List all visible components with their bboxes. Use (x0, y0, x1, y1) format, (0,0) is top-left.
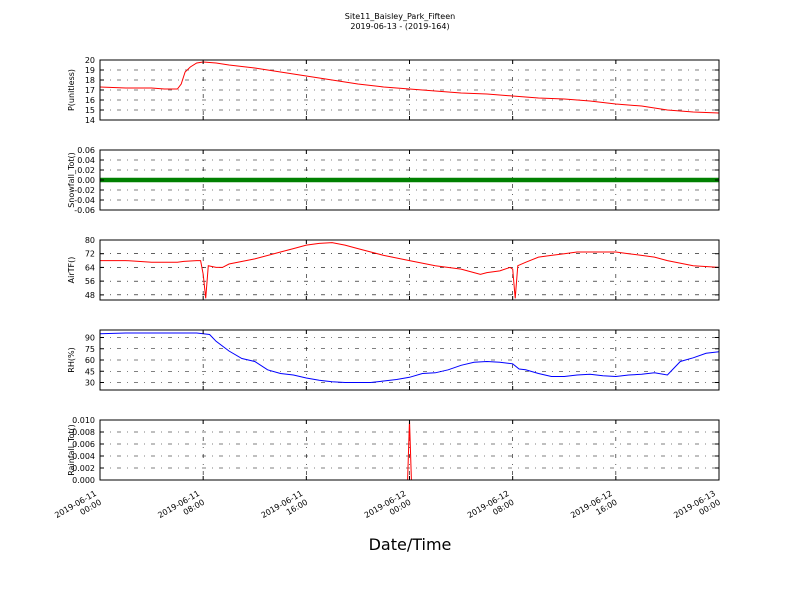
y-tick-label: 19 (85, 66, 95, 75)
y-axis-label: Snowfall_Tot() (67, 152, 76, 208)
series-rh (99, 332, 720, 383)
series-p (99, 61, 720, 114)
y-tick-label: -0.04 (74, 196, 95, 205)
x-tick-label: 2019-06-1208:00 (466, 489, 516, 529)
x-tick-label: 2019-06-1108:00 (156, 489, 206, 529)
y-tick-label: 45 (85, 367, 95, 376)
x-axis-label: Date/Time (369, 535, 452, 554)
y-tick-label: 0.004 (72, 452, 95, 461)
y-tick-label: 18 (85, 76, 95, 85)
subplot-5: 0.000 0.002 0.004 0.006 0.008 0.010Rainfall_T… (67, 416, 720, 485)
y-tick-label: 0.06 (77, 146, 95, 155)
y-tick-label: -0.02 (74, 186, 95, 195)
x-tick-label: 2019-06-1116:00 (260, 489, 310, 529)
subplot-4: 30 45 60 75 90 RH(%) (67, 329, 720, 391)
subplot-3: 48 56 64 72 80 AirTF() (67, 236, 720, 301)
y-tick-label: 16 (85, 96, 95, 105)
y-tick-label: 15 (85, 106, 95, 115)
chart-title: Site11_Baisley_Park_Fifteen (345, 12, 455, 21)
y-tick-label: 75 (85, 345, 95, 354)
y-tick-label: 30 (85, 379, 95, 388)
y-tick-label: 0.002 (72, 464, 95, 473)
y-tick-label: 48 (85, 291, 95, 300)
y-tick-label: 0.02 (77, 166, 95, 175)
y-tick-label: 72 (85, 250, 95, 259)
y-tick-label: 0.008 (72, 428, 95, 437)
y-tick-label: 0.000 (72, 476, 95, 485)
series-airtf (100, 242, 720, 299)
y-tick-label: 64 (85, 263, 95, 272)
y-tick-label: 80 (85, 236, 95, 245)
y-axis-label: AirTF() (67, 257, 76, 284)
y-axis-label: RH(%) (67, 347, 76, 372)
y-axis-label: P(unitless) (67, 69, 76, 111)
y-tick-label: 14 (85, 116, 95, 125)
y-tick-label: 56 (85, 277, 95, 286)
subplot-2: -0.06-0.04-0.020.000.020.040.06Snowfall_… (67, 146, 720, 215)
y-tick-label: -0.06 (74, 206, 95, 215)
chart-subtitle: 2019-06-13 - (2019-164) (350, 22, 449, 31)
x-tick-label: 2019-06-1200:00 (363, 489, 413, 529)
y-tick-label: 17 (85, 86, 95, 95)
y-tick-label: 0.006 (72, 440, 95, 449)
y-tick-label: 20 (85, 56, 95, 65)
y-tick-label: 0.04 (77, 156, 95, 165)
y-tick-label: 0.00 (77, 176, 95, 185)
x-tick-labels: 2019-06-1100:00 2019-06-1108:00 2019-06-11… (53, 489, 722, 529)
y-tick-label: 60 (85, 356, 95, 365)
y-tick-label: 90 (85, 334, 95, 343)
x-tick-label: 2019-06-1300:00 (672, 489, 722, 529)
y-axis-label: Rainfall_Tot() (67, 424, 76, 476)
x-tick-label: 2019-06-1100:00 (53, 489, 103, 529)
x-tick-label: 2019-06-1216:00 (569, 489, 619, 529)
y-tick-label: 0.010 (72, 416, 95, 425)
